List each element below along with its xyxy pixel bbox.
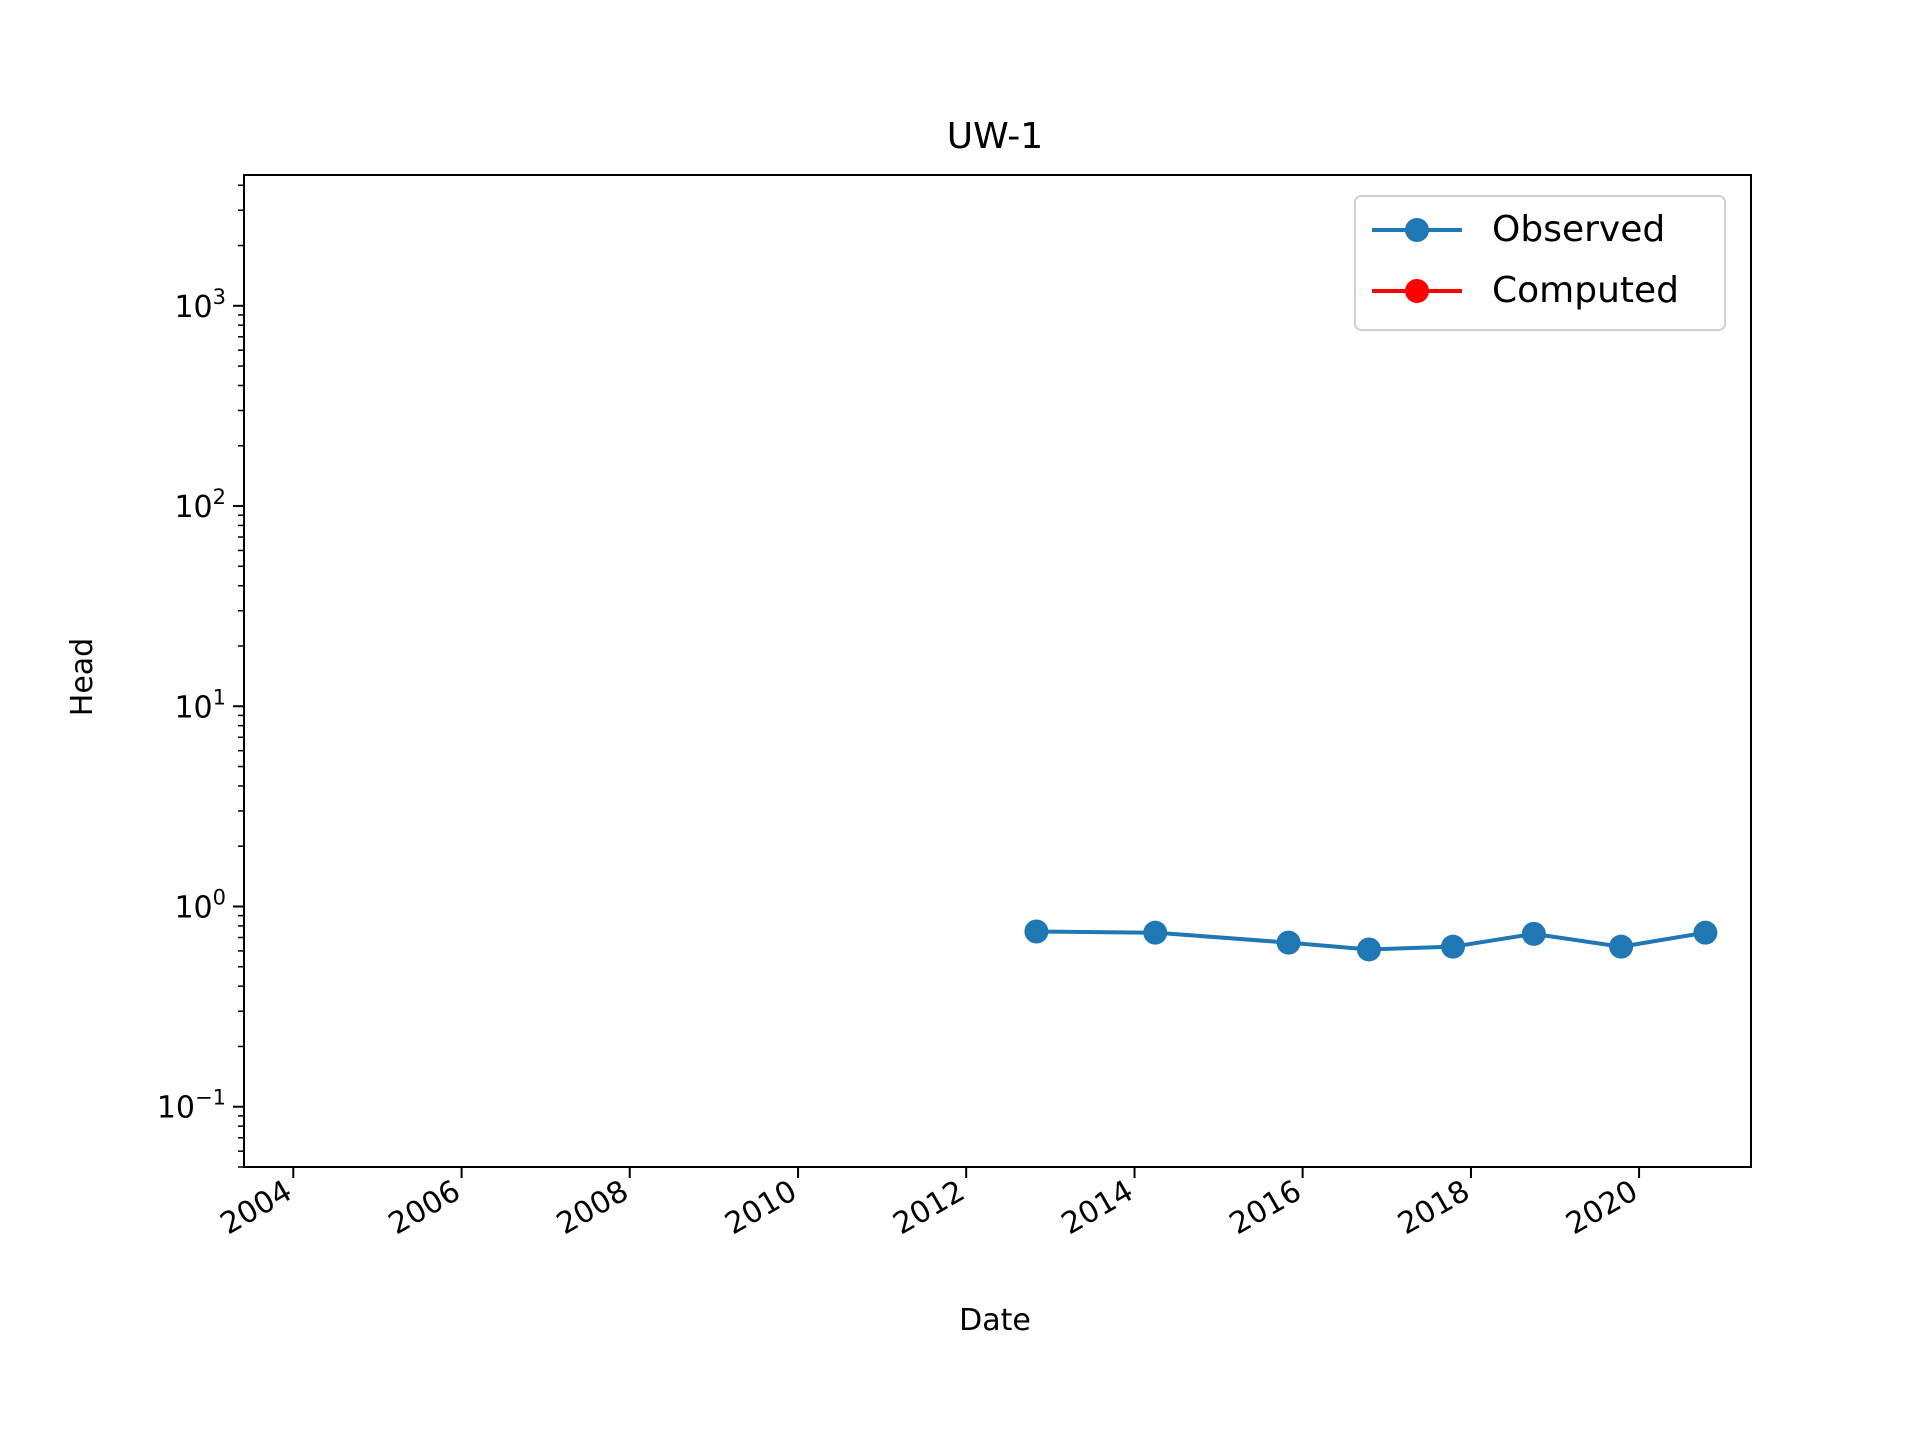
y-tick-label: 103 [174, 285, 226, 325]
legend-marker [1405, 279, 1429, 303]
y-tick-label: 100 [174, 885, 226, 925]
data-point [1276, 930, 1301, 955]
data-point [1521, 921, 1546, 946]
y-tick-label: 101 [174, 685, 226, 725]
chart-title: UW-1 [947, 116, 1043, 157]
data-point [1024, 919, 1049, 944]
x-axis-label: Date [959, 1303, 1031, 1338]
data-point [1693, 920, 1718, 945]
axes-frame [243, 174, 1752, 1168]
series-line-observed [1036, 929, 1706, 952]
data-point [1609, 934, 1634, 959]
data-point [1356, 937, 1381, 962]
legend-marker [1405, 218, 1429, 242]
data-point [1143, 920, 1168, 945]
y-tick-label: 102 [174, 485, 226, 525]
y-axis-label: Head [65, 638, 100, 716]
y-tick-label: 10−1 [157, 1086, 226, 1126]
legend: Observed Computed [1354, 195, 1726, 331]
legend-label: Observed [1492, 209, 1665, 250]
data-point [1441, 934, 1466, 959]
legend-label: Computed [1492, 270, 1679, 311]
